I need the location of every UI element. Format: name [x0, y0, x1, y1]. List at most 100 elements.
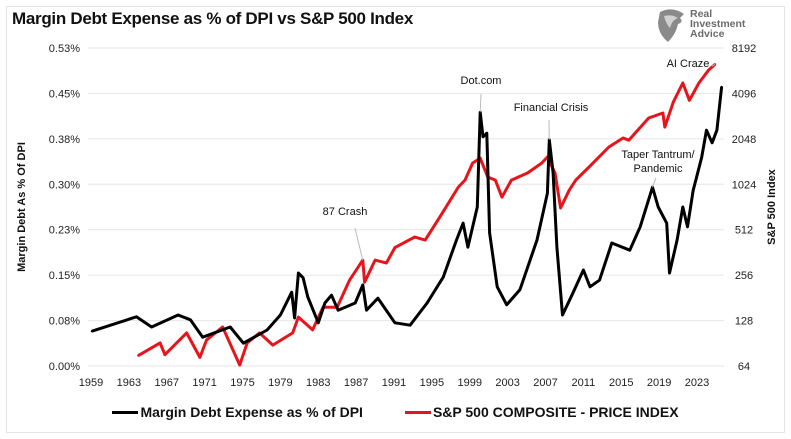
- x-tick-label: 1971: [192, 377, 216, 389]
- sp500-point: [271, 343, 274, 347]
- left-tick-label: 0.45%: [49, 88, 80, 100]
- sp500-point: [627, 139, 631, 142]
- margin-debt-point: [290, 291, 293, 294]
- left-tick-label: 0.15%: [49, 270, 80, 282]
- margin-debt-point: [675, 238, 679, 242]
- margin-debt-point: [478, 111, 482, 114]
- margin-debt-point: [317, 321, 320, 324]
- margin-debt-point: [505, 303, 508, 306]
- margin-debt-point: [425, 301, 429, 305]
- sp500-point: [373, 258, 377, 262]
- left-tick-label: 0.30%: [49, 179, 80, 191]
- margin-debt-point: [306, 295, 310, 299]
- margin-debt-point: [279, 313, 282, 317]
- logo-line: Investment: [690, 18, 746, 30]
- x-tick-label: 1991: [382, 377, 406, 389]
- margin-debt-point: [201, 336, 204, 339]
- x-tick-label: 2015: [609, 377, 633, 389]
- sp500-point: [363, 280, 366, 284]
- annotation-label: 87 Crash: [323, 206, 368, 218]
- sp500-point: [393, 246, 397, 249]
- sp500-point: [500, 195, 504, 199]
- x-tick-label: 1987: [344, 377, 368, 389]
- margin-debt-point: [176, 313, 180, 317]
- legend-label: Margin Debt Expense as % of DPI: [140, 404, 363, 420]
- margin-debt-point: [656, 205, 660, 209]
- sp500-point: [661, 111, 665, 115]
- sp500-point: [291, 331, 294, 335]
- chart-title: Margin Debt Expense as % of DPI vs S&P 5…: [12, 9, 413, 28]
- x-tick-label: 1963: [117, 377, 141, 389]
- margin-debt-point: [323, 301, 327, 305]
- margin-debt-point: [705, 129, 708, 132]
- sp500-point: [198, 356, 202, 359]
- margin-debt-point: [265, 328, 269, 332]
- margin-debt-point: [535, 238, 539, 242]
- margin-debt-point: [297, 271, 300, 275]
- x-tick-label: 2011: [572, 377, 596, 389]
- legend-item-margin-debt[interactable]: Margin Debt Expense as % of DPI: [112, 404, 363, 420]
- sp500-point: [510, 178, 513, 182]
- eagle-icon: [658, 9, 684, 42]
- margin-debt-point: [610, 241, 613, 245]
- margin-debt-point: [408, 324, 412, 327]
- sp500-point: [297, 315, 300, 319]
- margin-debt-point: [546, 192, 549, 195]
- sp500-point: [707, 69, 710, 72]
- margin-debt-point: [466, 246, 470, 249]
- sp500-point: [441, 211, 444, 215]
- margin-debt-point: [189, 318, 192, 321]
- sp500-point: [574, 178, 577, 182]
- legend-label: S&P 500 COMPOSITE - PRICE INDEX: [432, 404, 679, 420]
- annotation-label: AI Craze: [667, 58, 710, 70]
- sp500-point: [163, 353, 167, 356]
- sp500-point: [688, 99, 691, 102]
- margin-debt-point: [668, 271, 671, 275]
- margin-debt-point: [582, 268, 585, 272]
- margin-debt-point: [598, 279, 601, 282]
- margin-debt-point: [228, 325, 232, 329]
- right-tick-label: 2048: [732, 134, 756, 146]
- margin-debt-point: [461, 222, 465, 225]
- sp500-point: [463, 178, 467, 182]
- margin-debt-point: [518, 288, 522, 291]
- sp500-point: [238, 363, 241, 367]
- right-tick-label: 128: [735, 316, 753, 328]
- left-tick-label: 0.23%: [49, 225, 80, 237]
- left-axis-title: Margin Debt As % Of DPI: [16, 142, 28, 272]
- margin-debt-point: [353, 301, 357, 305]
- margin-debt-point: [551, 171, 555, 174]
- margin-debt-point: [571, 291, 575, 294]
- logo-line: Real: [690, 8, 713, 20]
- margin-debt-point: [481, 135, 485, 138]
- logo-line: Advice: [690, 28, 725, 40]
- sp500-point: [185, 331, 188, 335]
- margin-debt-point: [715, 129, 719, 132]
- sp500-point: [621, 136, 625, 140]
- margin-debt-point: [476, 205, 479, 209]
- x-tick-label: 2019: [647, 377, 671, 389]
- sp500-point: [526, 171, 529, 175]
- legend-item-sp500[interactable]: S&P 500 COMPOSITE - PRICE INDEX: [404, 404, 679, 420]
- x-tick-label: 1975: [230, 377, 254, 389]
- right-tick-label: 256: [735, 270, 753, 282]
- right-axis-title: S&P 500 Index: [766, 168, 778, 244]
- right-tick-label: 1024: [732, 179, 756, 191]
- annotation-label: Taper Tantrum/: [621, 149, 695, 161]
- margin-debt-point: [301, 276, 305, 279]
- margin-debt-point: [488, 231, 491, 234]
- margin-debt-point: [393, 321, 397, 324]
- margin-debt-point: [681, 205, 684, 209]
- annotation-leader: [354, 227, 364, 261]
- x-tick-label: 1967: [155, 377, 179, 389]
- legend-swatch: [404, 410, 431, 414]
- margin-debt-point: [330, 294, 333, 297]
- sp500-point: [311, 328, 314, 332]
- sp500-point: [471, 161, 474, 165]
- sp500-point: [494, 178, 497, 182]
- legend: Margin Debt Expense as % of DPI S&P 500 …: [0, 404, 791, 420]
- sp500-point: [647, 116, 650, 120]
- x-tick-label: 2003: [495, 377, 519, 389]
- sp500-point: [663, 125, 667, 129]
- sp500-point: [158, 341, 162, 345]
